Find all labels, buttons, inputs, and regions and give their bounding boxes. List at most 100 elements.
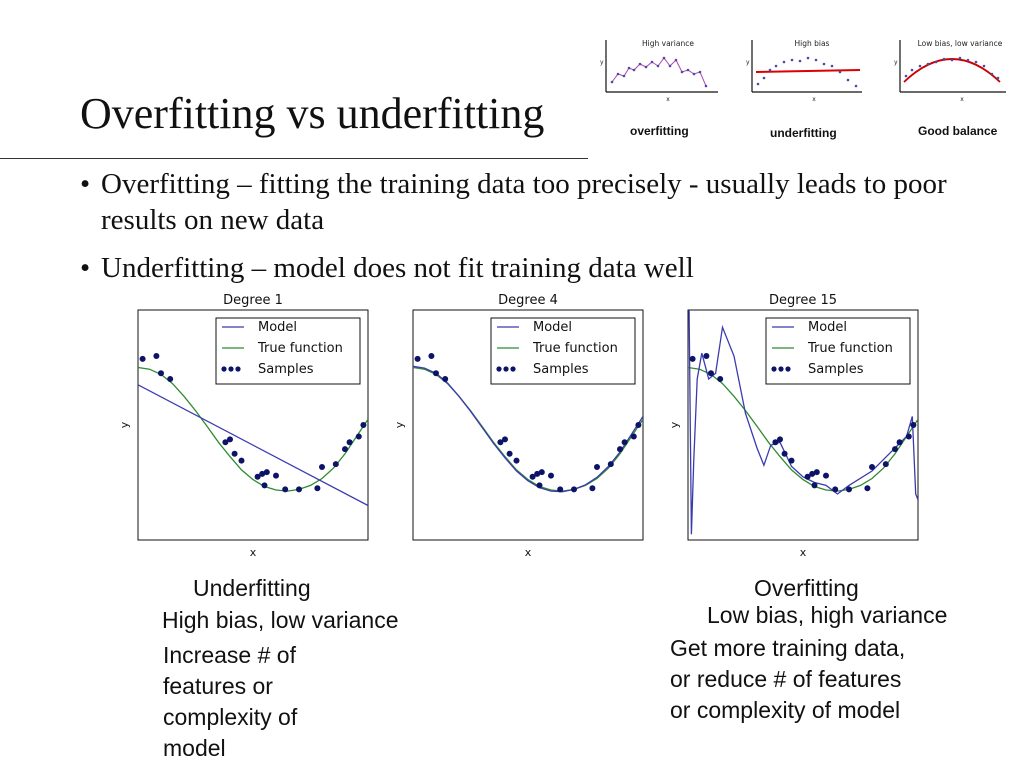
legend-sample-marker [503,366,509,372]
legend-box [765,317,911,385]
legend-sample-marker [778,366,784,372]
mini-fit-curve [903,58,1001,83]
chart-degree-4: Degree 4 Model True function Samples x y [393,293,644,559]
sample-point [506,450,513,457]
sample-point [589,485,596,492]
sample-point [811,482,818,489]
mini-ylabel: y [894,59,898,66]
remedy-line: or complexity of model [670,697,901,723]
sample-point [905,433,912,440]
bullet-marker: • [80,168,91,200]
remedy-line: or reduce # of features [670,666,902,692]
legend-label: Samples [808,362,864,377]
mini-title: High variance [642,39,694,48]
sample-point [781,450,788,457]
legend-label: Samples [258,362,314,377]
sample-point [892,446,898,453]
legend-sample-marker [771,366,777,372]
sample-point [832,486,839,493]
sample-point [635,422,642,428]
legend-label: True function [807,341,893,356]
sample-point [846,486,852,493]
legend-label: Model [533,320,572,335]
sample-point [153,353,160,359]
legend-sample-marker [235,366,241,372]
sample-point [617,446,623,453]
slide-title: Overfitting vs underfitting [80,89,545,138]
mini-title: High bias [795,39,830,48]
sample-point [772,439,779,446]
overfitting-heading: Overfitting [754,575,859,601]
y-axis-label: y [668,421,681,428]
mini-chart-high-variance: High variance y x overfitting [596,36,728,146]
legend-label: Model [258,320,297,335]
underfitting-subheading: High bias, low variance [162,607,399,633]
sample-point [536,482,543,489]
sample-point [414,355,421,362]
sample-point [222,439,229,446]
mini-samples [904,56,1000,80]
sample-point [788,457,795,464]
bullet-text: Overfitting – fitting the training data … [101,168,947,236]
y-axis-label: y [393,421,406,428]
mini-xlabel: x [666,96,670,103]
sample-point [513,457,520,464]
remedy-line: complexity of [163,704,298,730]
legend-sample-marker [785,366,791,372]
legend-sample-marker [510,366,516,372]
bullet-underfitting: • Underfitting – model does not fit trai… [80,250,960,286]
x-axis-label: x [800,546,807,559]
sample-point [630,433,637,440]
mini-xlabel: x [812,96,816,103]
sample-point [254,473,261,480]
mini-plot-good-balance: Low bias, low variance y x [894,39,1006,103]
sample-point [167,376,174,382]
sample-point [869,463,875,470]
sample-point [594,463,600,470]
mini-caption-overfitting: overfitting [630,124,689,138]
legend-sample-marker [228,366,234,372]
sample-point [804,473,811,480]
mini-caption-underfitting: underfitting [770,126,837,140]
true-function-line [138,366,368,492]
sample-point [259,470,266,477]
mini-title: Low bias, low variance [918,39,1003,48]
sample-point [261,482,268,489]
legend-label: Model [808,320,847,335]
legend-sample-marker [221,366,227,372]
sample-point [314,485,321,492]
sample-point [529,473,536,480]
sample-point [433,370,439,377]
sample-point [342,446,348,453]
remedy-line: model [163,735,226,761]
remedy-line: Get more training data, [670,635,906,661]
legend-label: True function [257,341,343,356]
mini-samples [610,56,708,88]
chart-title: Degree 1 [223,293,283,308]
legend-sample-marker [496,366,502,372]
sample-point [689,355,696,362]
bullet-marker: • [80,252,91,284]
sample-point [497,439,504,446]
remedy-line: Increase # of [163,642,296,668]
mini-samples [756,56,858,88]
sample-point [502,436,508,443]
mini-fit-line [755,69,861,73]
remedy-line: features or [163,673,273,699]
bullet-text: Underfitting – model does not fit traini… [101,252,694,284]
sample-point [428,353,435,359]
plot-series [138,353,368,507]
overfitting-remedy: Get more training data, or reduce # of f… [670,633,905,726]
sample-point [809,470,816,477]
sample-point [538,469,545,476]
legend-box [215,317,361,385]
sample-point [708,370,714,377]
sample-point [896,439,903,446]
sample-point [607,461,614,468]
sample-point [273,472,279,479]
chart-title: Degree 4 [498,293,558,308]
sample-point [263,469,270,476]
sample-point [717,376,724,382]
mini-plot-high-bias: High bias y x [746,39,862,103]
chart-degree-1: Degree 1 Model True function Samples x y [118,293,369,559]
